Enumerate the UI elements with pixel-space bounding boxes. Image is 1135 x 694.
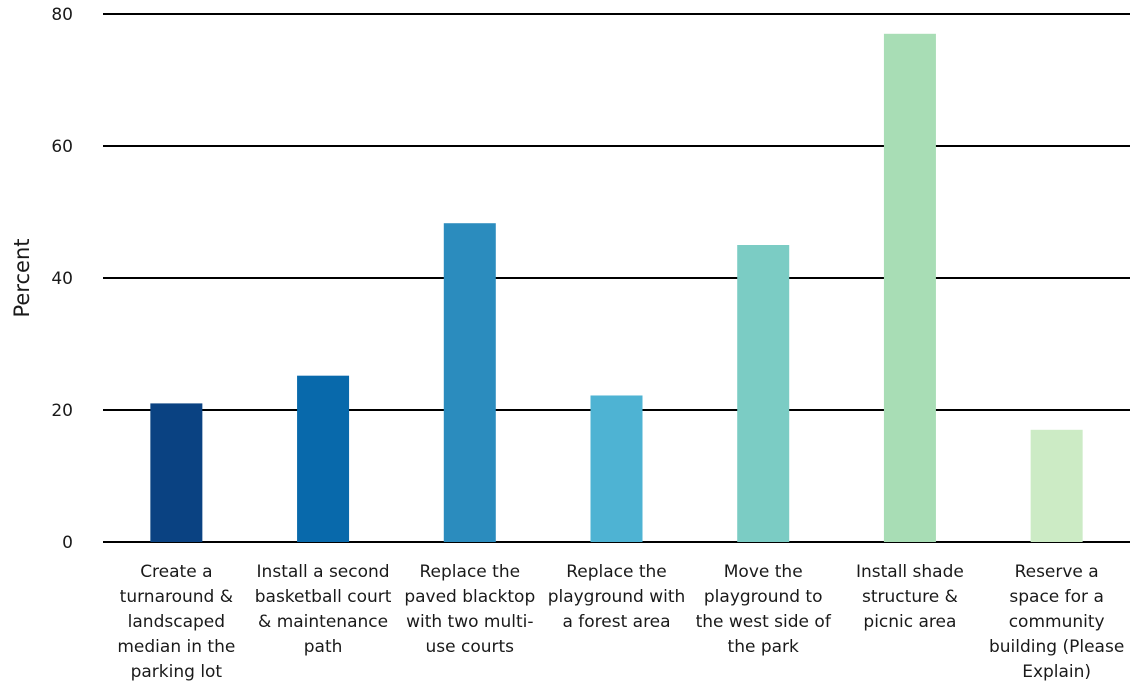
x-category-label: Install shade structure & picnic area [856, 562, 964, 632]
y-tick-label: 60 [51, 137, 73, 157]
y-axis-ticks: 0 20 40 60 80 [51, 5, 73, 553]
bars [150, 33, 1083, 543]
x-category-label: Replace the playground with a forest area [548, 562, 686, 632]
x-category-label: Create a turnaround & landscaped median in … [117, 562, 235, 682]
bar-7 [1030, 429, 1083, 542]
gridlines [103, 13, 1130, 543]
bar-4 [590, 395, 643, 542]
bar-1 [150, 403, 203, 542]
y-tick-label: 20 [51, 401, 73, 421]
bar-3 [443, 223, 496, 542]
x-category-label: Install a second basketball court & mainte… [255, 562, 392, 657]
x-category-label: Replace the paved blacktop with two multi-… [404, 562, 535, 657]
bar-2 [297, 375, 350, 542]
x-category-label: Reserve a space for a community building (P… [989, 562, 1124, 682]
y-tick-label: 80 [51, 5, 73, 25]
bar-6 [883, 33, 936, 543]
bar-5 [737, 245, 790, 542]
y-axis-title: Percent [10, 238, 34, 317]
y-tick-label: 40 [51, 269, 73, 289]
x-axis-labels: Create a turnaround & landscaped median in … [117, 562, 1124, 682]
x-category-label: Move the playground to the west side of the… [696, 562, 832, 657]
y-tick-label: 0 [62, 533, 73, 553]
